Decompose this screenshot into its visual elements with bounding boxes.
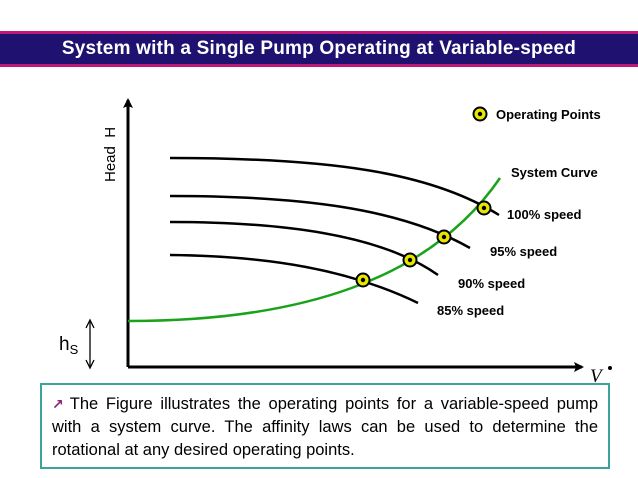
static-head-label: hS [59, 334, 79, 357]
arrow-bullet-icon: ↗ [52, 396, 64, 412]
legend-operating-point-icon [472, 106, 488, 122]
caption-box: ↗ The Figure illustrates the operating po… [40, 383, 610, 469]
x-axis-dot [608, 366, 612, 370]
pump-curve-100 [169, 156, 500, 217]
operating-point-95 [436, 229, 452, 245]
slide-title: System with a Single Pump Operating at V… [0, 31, 638, 67]
system-curve [127, 177, 502, 323]
x-axis-label: V [590, 366, 604, 387]
y-axis-label: Head H [102, 127, 119, 182]
label-90-speed: 90% speed [458, 276, 525, 291]
legend-label: Operating Points [496, 107, 601, 122]
label-100-speed: 100% speed [507, 207, 581, 222]
system-curve-label: System Curve [511, 165, 598, 180]
pump-curve-85 [169, 253, 419, 305]
operating-point-90 [402, 252, 418, 268]
label-85-speed: 85% speed [437, 303, 504, 318]
operating-point-100 [476, 200, 492, 216]
operating-point-85 [355, 272, 371, 288]
static-head-arrow-down-icon [85, 359, 95, 370]
label-95-speed: 95% speed [490, 244, 557, 259]
static-head-arrow-up-icon [85, 318, 95, 329]
caption-text: The Figure illustrates the operating poi… [52, 395, 598, 459]
